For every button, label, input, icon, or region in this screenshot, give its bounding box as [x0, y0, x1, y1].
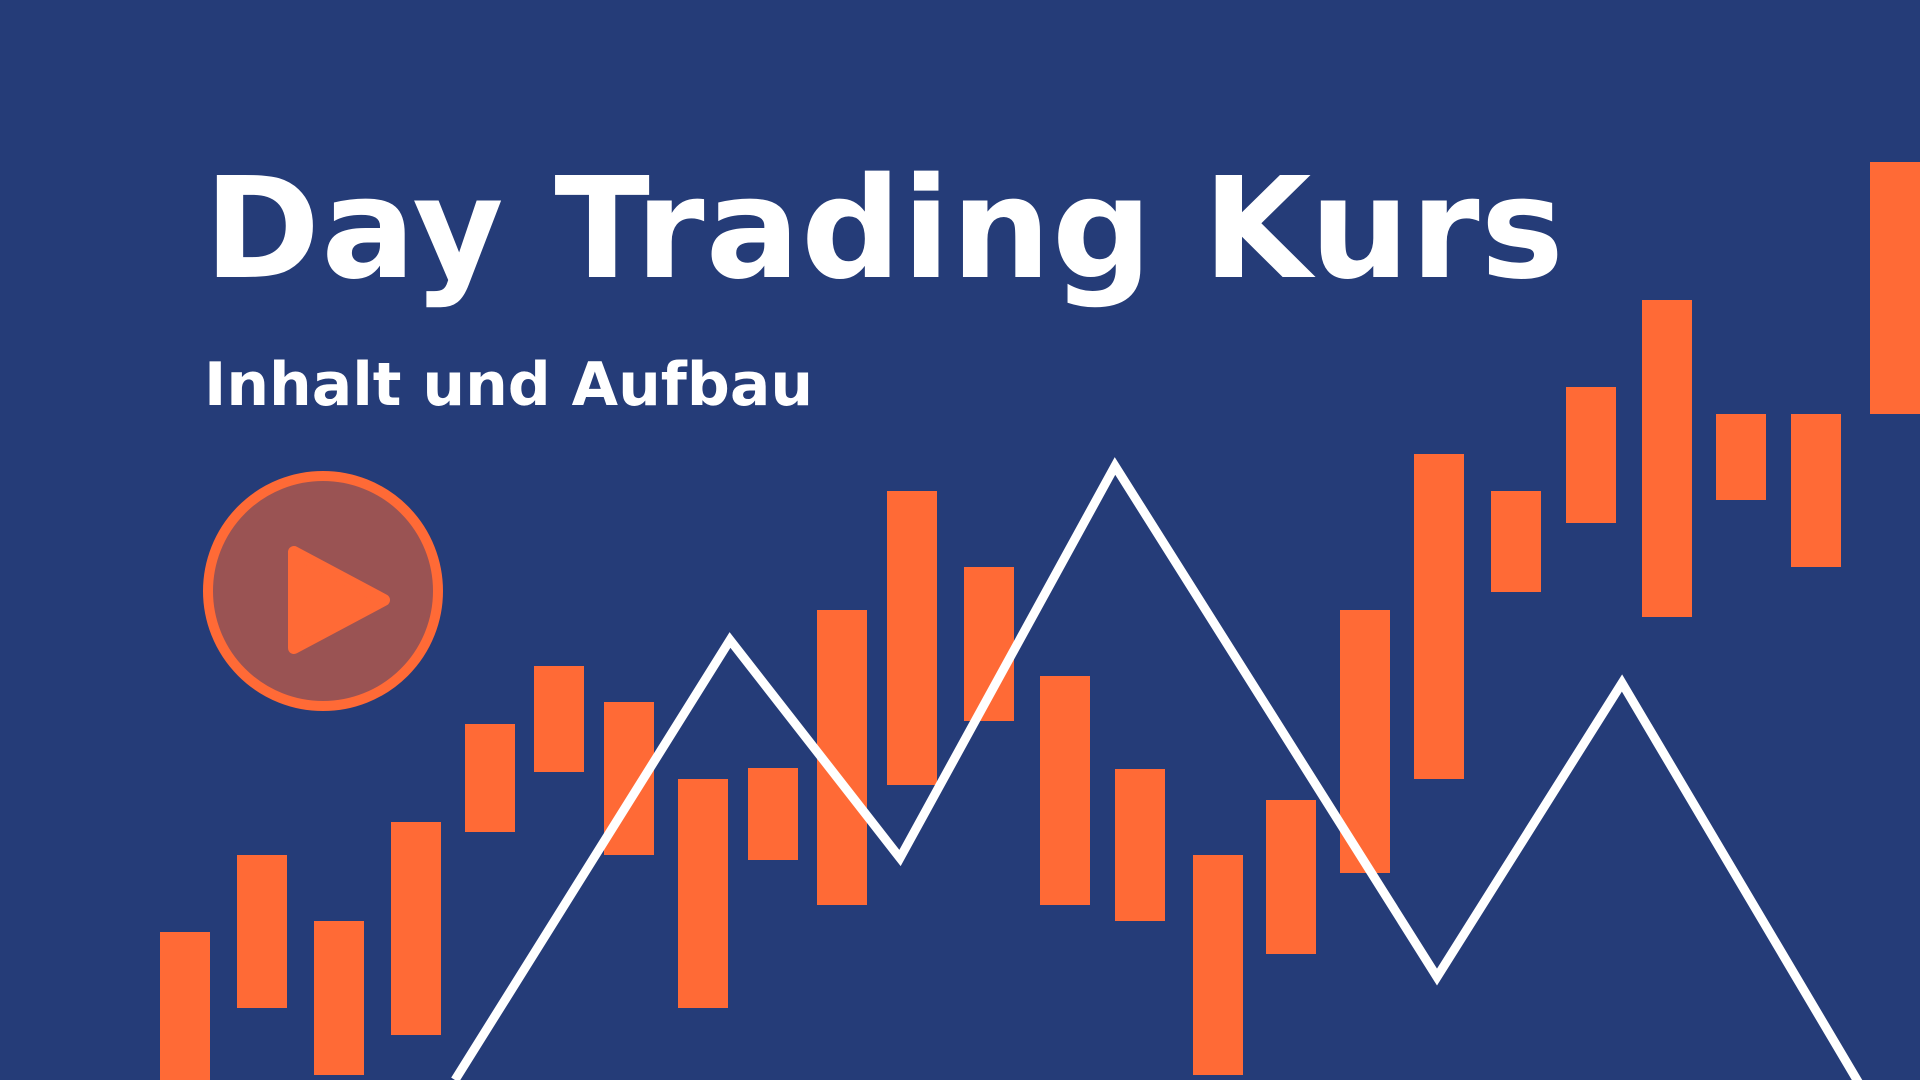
- candle-bar: [534, 666, 584, 772]
- candle-bar: [1642, 300, 1692, 617]
- trend-line: [451, 457, 1863, 1080]
- candle-bar: [1040, 676, 1090, 905]
- candle-bar: [1791, 414, 1841, 567]
- candle-bar: [678, 779, 728, 1008]
- page-subtitle: Inhalt und Aufbau: [204, 350, 814, 420]
- play-button[interactable]: [202, 470, 444, 712]
- candle-bar: [1266, 800, 1316, 954]
- page-title: Day Trading Kurs: [204, 148, 1565, 311]
- candle-bar: [1115, 769, 1165, 921]
- candle-bar: [1870, 162, 1920, 414]
- candle-bar: [237, 855, 287, 1008]
- candles-group: [160, 162, 1920, 1080]
- candle-bar: [160, 932, 210, 1080]
- play-icon: [203, 471, 443, 711]
- candle-bar: [465, 724, 515, 832]
- candle-bar: [887, 491, 937, 785]
- candle-bar: [391, 822, 441, 1035]
- candle-bar: [1716, 414, 1766, 500]
- candle-bar: [1414, 454, 1464, 779]
- candle-bar: [1193, 855, 1243, 1075]
- candle-bar: [1566, 387, 1616, 523]
- candle-bar: [748, 768, 798, 860]
- candle-bar: [314, 921, 364, 1075]
- candle-bar: [1491, 491, 1541, 592]
